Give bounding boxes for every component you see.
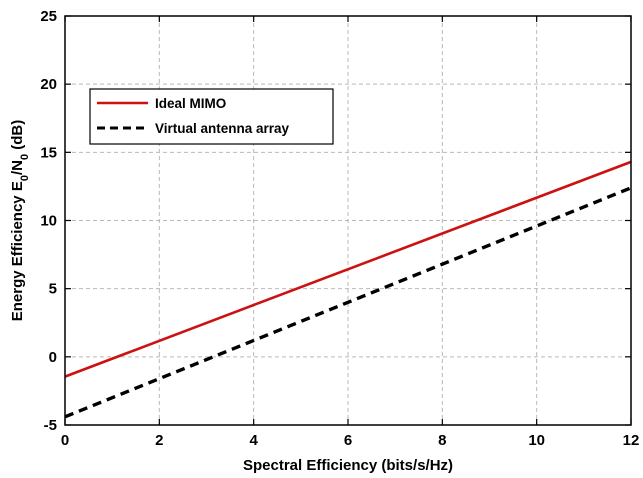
x-tick-label: 2 bbox=[155, 432, 163, 449]
y-tick-label: 20 bbox=[40, 76, 57, 93]
series-line-1 bbox=[64, 186, 632, 419]
y-tick-label: 0 bbox=[49, 349, 57, 366]
x-tick-labels: 0 2 4 6 8 10 12 bbox=[61, 432, 640, 449]
x-tick-label: 4 bbox=[249, 432, 258, 449]
series-layer bbox=[64, 160, 632, 419]
y-tick-label: -5 bbox=[44, 417, 57, 434]
legend: Ideal MIMO Virtual antenna array bbox=[89, 88, 334, 145]
y-axis-label-mid: /N bbox=[9, 160, 26, 175]
y-axis-label-suffix: (dB) bbox=[9, 120, 26, 154]
legend-box bbox=[89, 88, 334, 145]
y-tick-label: 15 bbox=[40, 144, 57, 161]
x-tick-label: 12 bbox=[623, 432, 640, 449]
grid bbox=[65, 16, 631, 425]
x-tick-label: 0 bbox=[61, 432, 69, 449]
y-tick-label: 10 bbox=[40, 213, 57, 230]
y-axis-label-sub2: 0 bbox=[19, 154, 31, 160]
tick-marks bbox=[64, 15, 632, 426]
y-tick-labels: -5 0 5 10 15 20 25 bbox=[40, 8, 57, 434]
y-tick-label: 25 bbox=[40, 8, 57, 25]
y-axis-label-sub1: 0 bbox=[19, 175, 31, 181]
x-tick-label: 8 bbox=[438, 432, 446, 449]
y-axis-label-prefix: Energy Efficiency E bbox=[9, 181, 26, 321]
x-tick-label: 10 bbox=[528, 432, 545, 449]
y-tick-label: 5 bbox=[49, 281, 57, 298]
x-axis-label: Spectral Efficiency (bits/s/Hz) bbox=[243, 457, 453, 474]
y-axis-label: Energy Efficiency E0/N0 (dB) bbox=[9, 120, 31, 321]
legend-label-ideal-mimo: Ideal MIMO bbox=[155, 96, 226, 111]
series-line-0 bbox=[64, 160, 632, 378]
legend-label-virtual-antenna-array: Virtual antenna array bbox=[155, 121, 290, 136]
x-tick-label: 6 bbox=[344, 432, 352, 449]
